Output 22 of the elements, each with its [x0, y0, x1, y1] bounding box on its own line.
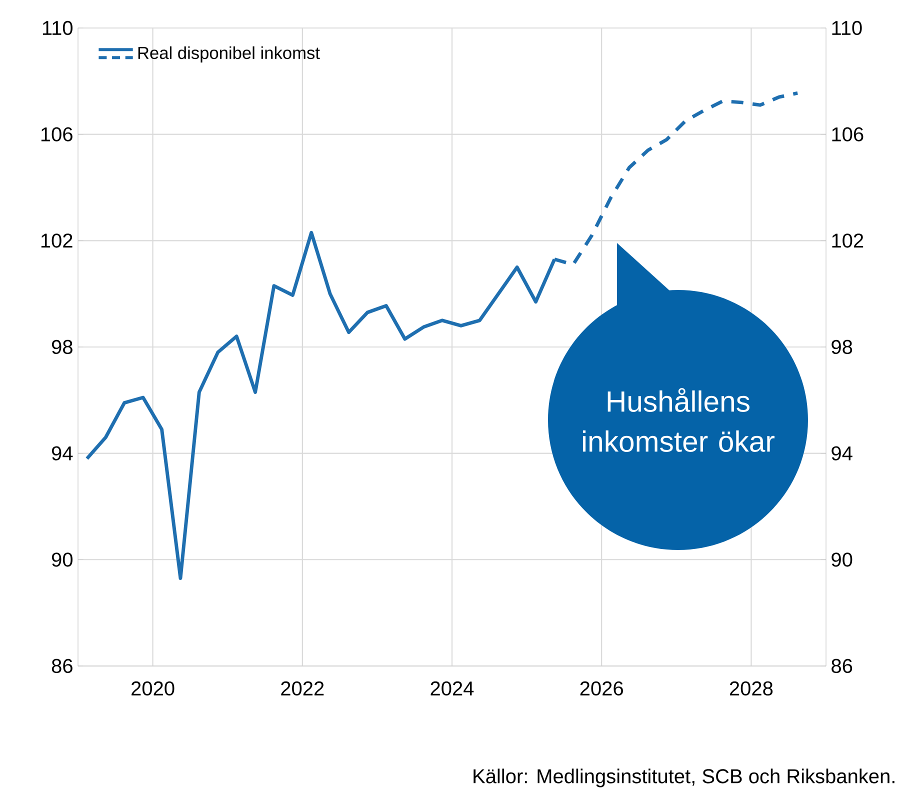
x-tick-label: 2026 — [580, 681, 623, 696]
annotation: Hushållens inkomster ökar — [582, 388, 774, 452]
y2-tick-label: 94 — [832, 446, 852, 460]
y-tick-label: 98 — [52, 340, 72, 354]
x-tick-label: 2020 — [132, 681, 174, 696]
x-tick-label: 2022 — [281, 681, 324, 696]
y2-tick-label: 90 — [832, 552, 852, 567]
y-tick-label: 90 — [52, 552, 72, 567]
x-tick-label: 2028 — [730, 681, 773, 696]
text: Källor: Medlingsinstitutet, SCB och Riksbanken. — [474, 768, 894, 788]
y-tick-label: 102 — [41, 234, 72, 248]
y2-tick-label: 98 — [832, 340, 852, 354]
y2-tick-label: 86 — [832, 658, 852, 674]
y2-tick-label: 106 — [832, 127, 864, 142]
x-tick-label: 2024 — [430, 681, 474, 696]
y2-tick-label: 102 — [832, 234, 864, 248]
y2-tick-label: 110 — [832, 20, 862, 36]
y-tick-label: 94 — [52, 446, 73, 460]
y-tick-label: 86 — [52, 658, 72, 674]
y-tick-label: 110 — [42, 20, 72, 36]
legend-label: Real disponibel inkomst — [138, 46, 320, 63]
y-tick-label: 106 — [41, 127, 72, 142]
